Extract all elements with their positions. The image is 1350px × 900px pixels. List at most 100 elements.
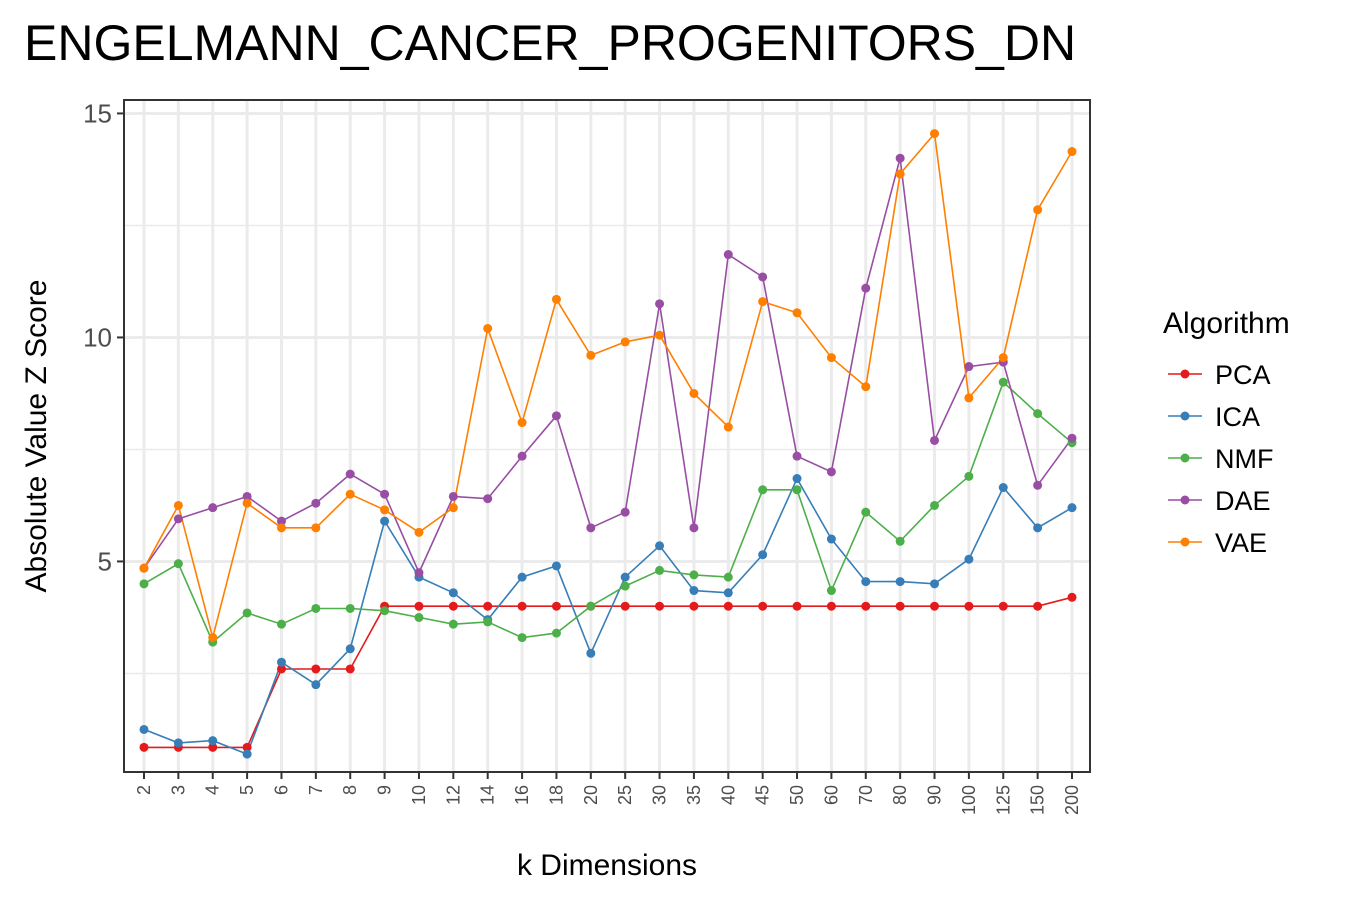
data-point-nmf [998,377,1008,387]
x-tick-label: 90 [925,785,945,805]
data-point-vae [551,294,561,304]
data-point-vae [173,500,183,510]
data-point-ica [173,738,183,748]
data-point-dae [1033,480,1043,490]
x-tick-label: 18 [546,785,566,805]
legend-label: ICA [1215,402,1260,432]
x-tick-label: 12 [443,785,463,805]
data-point-pca [311,664,321,674]
legend-title: Algorithm [1163,307,1290,340]
data-point-ica [517,572,527,582]
data-point-nmf [448,619,458,629]
legend-item-nmf: NMF [1168,444,1273,474]
data-point-ica [551,561,561,571]
grid-lines [124,100,1090,772]
data-point-ica [964,554,974,564]
x-axis: 2 3 4 5 6 7 8 9 10 12 14 16 18 20 25 30 35 40 45 50 60 70 80 90… [134,772,1082,815]
y-tick-label: 10 [83,322,112,352]
data-point-dae [826,467,836,477]
x-tick-label: 25 [615,785,635,805]
data-point-dae [930,435,940,445]
data-point-nmf [655,565,665,575]
data-point-vae [655,330,665,340]
data-point-vae [964,393,974,403]
data-point-dae [895,153,905,163]
x-tick-label: 70 [856,785,876,805]
data-point-dae [655,299,665,309]
data-point-pca [998,601,1008,611]
series-line-vae [143,131,1073,638]
data-point-pca [448,601,458,611]
data-point-ica [723,588,733,598]
data-point-vae [723,422,733,432]
data-point-ica [1067,503,1077,513]
data-point-ica [998,483,1008,493]
data-point-ica [758,550,768,560]
data-point-vae [758,297,768,307]
legend-label: DAE [1215,486,1271,516]
data-point-dae [208,503,218,513]
data-point-vae [311,523,321,533]
data-point-vae [276,523,286,533]
data-point-pca [1067,592,1077,602]
data-point-dae [173,514,183,524]
data-point-vae [930,129,940,139]
data-point-pca [895,601,905,611]
x-tick-label: 40 [718,785,738,805]
data-point-dae [414,568,424,578]
data-point-nmf [826,586,836,596]
x-tick-label: 200 [1062,785,1082,815]
data-point-dae [483,494,493,504]
x-tick-label: 10 [409,785,429,805]
data-point-nmf [139,579,149,589]
data-point-dae [620,507,630,517]
data-point-nmf [758,485,768,495]
data-point-pca [208,742,218,752]
data-point-dae [276,516,286,526]
data-point-pca [792,601,802,611]
x-tick-label: 4 [203,785,223,795]
data-point-nmf [345,603,355,613]
x-tick-label: 30 [650,785,670,805]
data-point-dae [551,411,561,421]
x-tick-label: 100 [959,785,979,815]
series-line-pca [144,596,1073,749]
data-point-ica [895,577,905,587]
series-line-dae [143,157,1073,575]
data-point-vae [483,323,493,333]
data-point-nmf [517,633,527,643]
legend-label: PCA [1215,360,1271,390]
data-point-vae [517,418,527,428]
data-point-ica [586,648,596,658]
data-point-pca [620,601,630,611]
data-point-dae [861,283,871,293]
data-point-nmf [586,601,596,611]
data-point-dae [723,250,733,260]
data-point-pca [723,601,733,611]
legend-key-point [1180,453,1190,463]
data-point-nmf [792,485,802,495]
data-point-ica [448,588,458,598]
x-tick-label: 150 [1028,785,1048,815]
data-point-nmf [173,559,183,569]
legend-label: NMF [1215,444,1273,474]
data-point-dae [1067,433,1077,443]
data-point-dae [517,451,527,461]
data-point-ica [930,579,940,589]
data-point-ica [620,572,630,582]
data-point-dae [964,362,974,372]
data-point-nmf [620,581,630,591]
data-point-pca [1033,601,1043,611]
data-point-dae [689,523,699,533]
x-tick-label: 3 [168,785,188,795]
series-points [139,129,1077,759]
data-point-ica [689,586,699,596]
data-point-dae [380,489,390,499]
data-point-nmf [483,617,493,627]
data-point-ica [826,534,836,544]
data-point-ica [345,644,355,654]
data-point-pca [964,601,974,611]
data-point-pca [551,601,561,611]
data-point-vae [861,382,871,392]
x-tick-label: 6 [271,785,291,795]
